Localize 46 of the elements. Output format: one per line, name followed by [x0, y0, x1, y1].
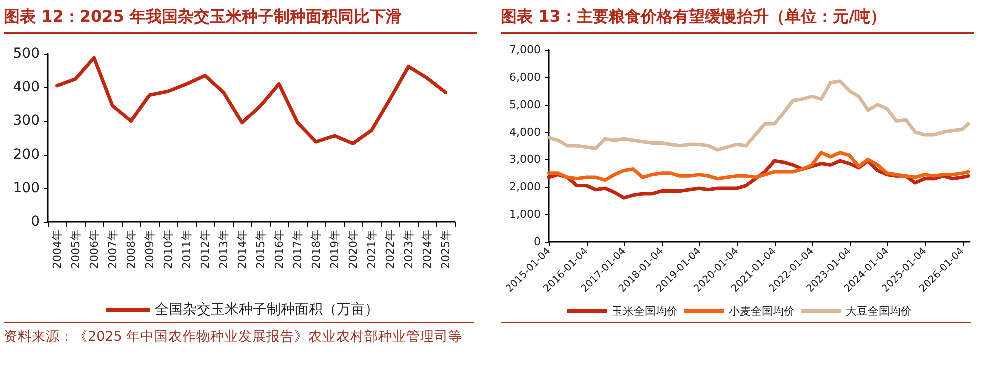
y-tick-label: 1,000 — [510, 208, 541, 222]
y-tick-label: 0 — [534, 236, 541, 248]
x-tick-label: 2025年 — [439, 230, 452, 269]
y-tick-label: 400 — [13, 80, 40, 96]
chart-title: 图表 12：2025 年我国杂交玉米种子制种面积同比下滑 — [4, 6, 477, 34]
x-tick-label: 2021年 — [365, 230, 378, 269]
text: 资料来源：《2025 年中国农作物种业发展报告》农业农村部种业管理司等 — [4, 328, 464, 347]
legend-label: 全国杂交玉米种子制种面积（万亩） — [155, 302, 379, 318]
x-tick-label: 2015年 — [254, 230, 268, 269]
x-tick-label: 2010年 — [162, 230, 175, 269]
x-tick-label: 2016年 — [272, 230, 286, 269]
x-tick-label: 2023年 — [402, 230, 416, 269]
y-tick-label: 4,000 — [510, 126, 541, 139]
x-tick-label: 2024年 — [420, 230, 434, 269]
x-tick-label: 2008年 — [124, 230, 138, 269]
legend-label: 小麦全国均价 — [729, 305, 795, 318]
line-series — [547, 151, 970, 182]
y-tick-label: 200 — [13, 146, 40, 163]
y-tick-label: 5,000 — [510, 98, 541, 112]
legend-label: 大豆全国均价 — [846, 305, 912, 318]
x-tick-label: 2007年 — [106, 230, 120, 269]
x-tick-label: 2020年 — [346, 230, 360, 269]
y-tick-label: 300 — [13, 113, 40, 130]
line-series — [56, 56, 448, 146]
x-tick-label: 2022年 — [384, 230, 397, 269]
y-tick-label: 500 — [13, 46, 40, 62]
x-tick-label: 2014年 — [236, 230, 249, 269]
x-tick-label: 2019年 — [328, 230, 342, 269]
x-tick-label: 2005年 — [69, 230, 82, 269]
x-tick-label: 2006年 — [88, 230, 101, 269]
legend-label: 玉米全国均价 — [612, 305, 678, 318]
x-tick-label: 2017年 — [291, 230, 304, 269]
x-tick-label: 2009年 — [143, 230, 156, 269]
y-tick-label: 2,000 — [510, 180, 541, 194]
chart-title: 图表 13：主要粮食价格有望缓慢抬升（单位：元/吨） — [501, 6, 974, 34]
x-tick-label: 2004年 — [50, 230, 64, 269]
y-tick-label: 7,000 — [510, 44, 541, 56]
y-tick-label: 6,000 — [510, 70, 541, 84]
y-tick-label: 100 — [13, 180, 40, 196]
x-tick-label: 2013年 — [217, 230, 230, 269]
x-tick-label: 2012年 — [198, 230, 212, 269]
line-series — [547, 80, 970, 152]
x-tick-label: 2011年 — [180, 230, 194, 269]
y-tick-label: 0 — [31, 214, 40, 230]
x-tick-label: 2018年 — [310, 230, 323, 269]
y-tick-label: 3,000 — [510, 153, 541, 166]
